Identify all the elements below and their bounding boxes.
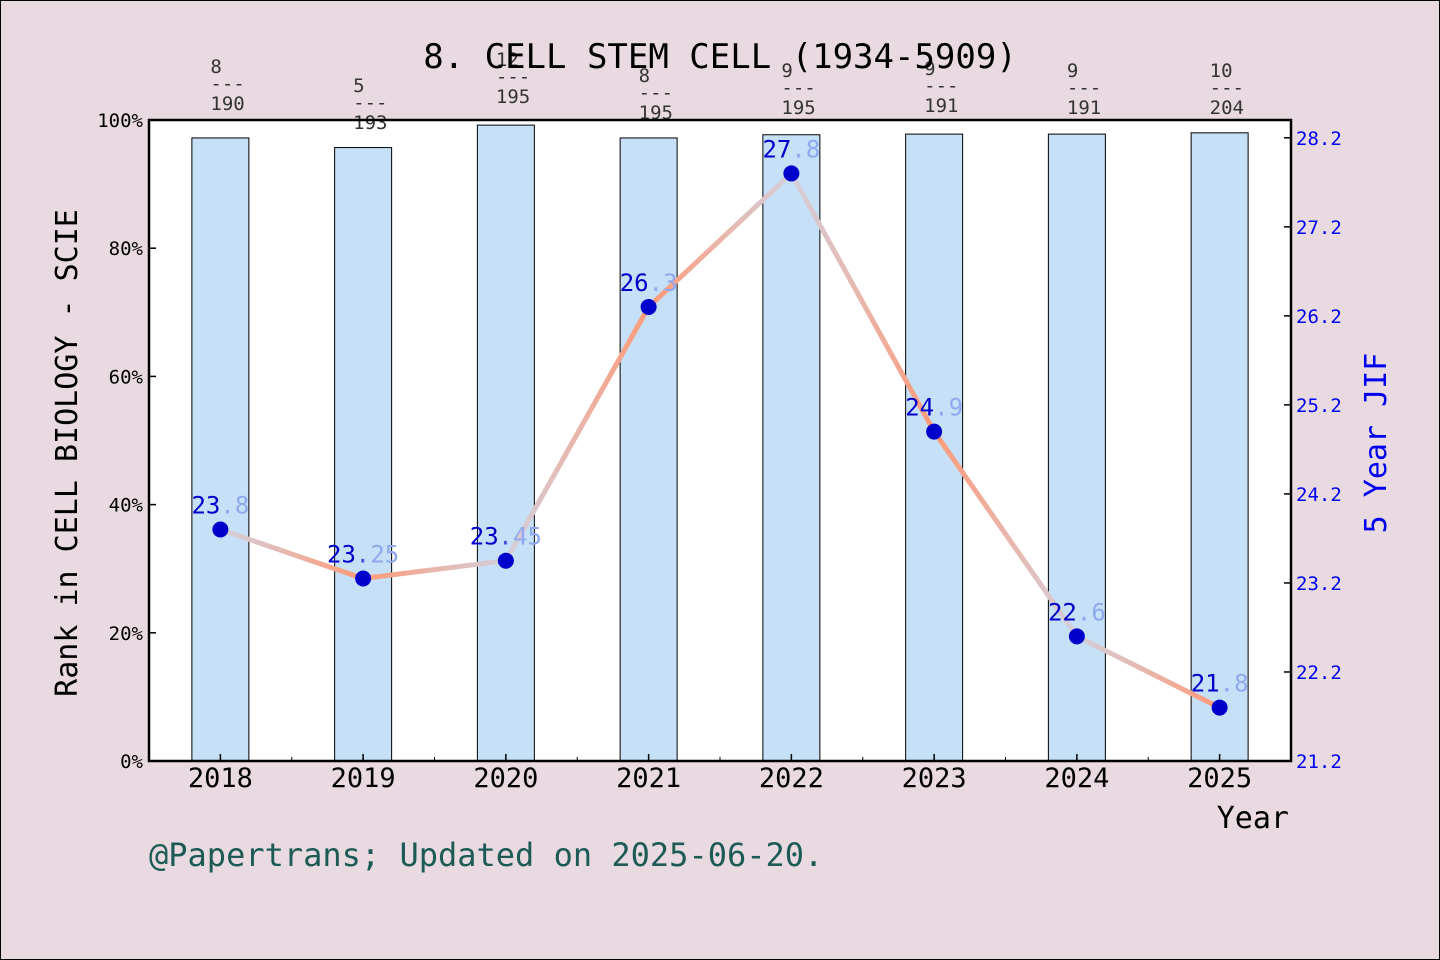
x-axis-label: Year [1217, 801, 1289, 836]
jif-label-2021: 26.3 [620, 269, 678, 297]
jif-label-2020: 23.45 [470, 523, 542, 551]
x-axis-ticks: 2018 2019 2020 2021 2022 2023 2024 2025 [188, 754, 1252, 794]
rank-separator-2021: --- [639, 82, 673, 104]
bar-2023 [905, 133, 964, 762]
rank-separator-2018: --- [210, 73, 244, 95]
jif-segment-2022-2023 [788, 170, 937, 435]
rank-total-2020: 195 [496, 86, 530, 108]
jif-segment-2024-2025 [1074, 633, 1223, 711]
rank-total-2023: 191 [924, 95, 958, 117]
rank-total-2024: 191 [1067, 97, 1101, 119]
jif-segment-2021-2022 [646, 170, 794, 310]
rank-total-2021: 195 [639, 102, 673, 124]
jif-marker-2021 [640, 298, 657, 315]
right-tick-label: 24.2 [1296, 484, 1342, 506]
rank-total-2019: 193 [353, 112, 387, 134]
bar-2019 [334, 147, 393, 762]
jif-label-2022: 27.8 [762, 135, 820, 163]
jif-marker-2022 [783, 165, 800, 182]
jif-label-2025: 21.8 [1191, 670, 1249, 698]
x-tick-label-2018: 2018 [188, 763, 253, 794]
bar-2025 [1190, 132, 1249, 762]
x-tick-label-2021: 2021 [616, 763, 681, 794]
bar-2022 [762, 134, 821, 762]
rank-separator-2025: --- [1210, 77, 1244, 99]
x-tick-label-2024: 2024 [1044, 763, 1109, 794]
left-tick-label: 0% [120, 751, 143, 773]
jif-label-2018: 23.8 [191, 492, 249, 520]
right-tick-label: 23.2 [1296, 573, 1342, 595]
jif-marker-2018 [212, 521, 229, 538]
jif-segment-2023-2024 [931, 429, 1080, 639]
chart-title: 8. CELL STEM CELL (1934-5909) [423, 37, 1017, 77]
rank-separator-2023: --- [924, 75, 958, 97]
rank-number-2025: 10 [1210, 60, 1233, 82]
jif-segment-2019-2020 [360, 558, 509, 581]
left-tick-label: 20% [109, 623, 144, 645]
x-tick-label-2025: 2025 [1187, 763, 1252, 794]
rank-total-2025: 204 [1210, 97, 1244, 119]
rank-separator-2022: --- [781, 77, 815, 99]
rank-number-2019: 5 [353, 75, 364, 97]
jif-segment-2018-2019 [217, 527, 366, 581]
left-axis-label: Rank in CELL BIOLOGY - SCIE [50, 209, 85, 697]
rank-number-2023: 9 [924, 58, 935, 80]
left-tick-label: 40% [109, 495, 144, 517]
right-tick-label: 28.2 [1296, 128, 1342, 150]
left-tick-label: 100% [97, 110, 143, 132]
jif-marker-2023 [926, 423, 943, 440]
jif-label-2019: 23.25 [327, 540, 399, 568]
x-tick-label-2022: 2022 [759, 763, 824, 794]
bar-2018 [191, 137, 250, 762]
right-tick-label: 21.2 [1296, 751, 1342, 773]
jif-markers [212, 165, 1228, 716]
jif-segment-2020-2021 [503, 304, 652, 564]
right-axis-label: 5 Year JIF [1359, 353, 1394, 534]
jif-marker-2020 [497, 552, 514, 569]
jif-point-labels: 23.8 23.25 23.45 26.3 27.8 24.9 22.6 21.8 [191, 135, 1248, 697]
rank-total-2022: 195 [781, 97, 815, 119]
bar-2024 [1047, 133, 1106, 762]
right-tick-label: 27.2 [1296, 217, 1342, 239]
jif-label-2023: 24.9 [905, 394, 963, 422]
right-tick-label: 26.2 [1296, 306, 1342, 328]
x-tick-label-2020: 2020 [473, 763, 538, 794]
rank-number-2024: 9 [1067, 60, 1078, 82]
rank-number-2020: 12 [496, 49, 519, 71]
rank-number-2018: 8 [210, 56, 221, 78]
bar-series [191, 124, 1249, 762]
rank-separator-2020: --- [496, 66, 530, 88]
right-tick-label: 25.2 [1296, 395, 1342, 417]
right-tick-label: 22.2 [1296, 662, 1342, 684]
rank-separator-2024: --- [1067, 77, 1101, 99]
jif-label-2024: 22.6 [1048, 598, 1106, 626]
jif-line-series [217, 170, 1223, 711]
bar-2020 [476, 124, 535, 762]
x-tick-label-2019: 2019 [331, 763, 396, 794]
right-axis-ticks: 21.2 22.2 23.2 24.2 25.2 26.2 27.2 28.2 [1284, 128, 1342, 773]
left-axis-ticks: 0% 20% 40% 60% 80% 100% [97, 110, 156, 773]
rank-number-2021: 8 [639, 65, 650, 87]
left-tick-label: 80% [109, 238, 144, 260]
rank-labels: 8---1905---19312---1958---1959---1959---… [210, 49, 1244, 134]
x-tick-label-2023: 2023 [902, 763, 967, 794]
footer-credit: @Papertrans; Updated on 2025-06-20. [149, 836, 823, 874]
plot-area [149, 120, 1291, 761]
left-tick-label: 60% [109, 366, 144, 388]
bar-2021 [619, 137, 678, 762]
rank-number-2022: 9 [781, 60, 792, 82]
jif-marker-2024 [1068, 628, 1085, 645]
rank-total-2018: 190 [210, 93, 244, 115]
rank-separator-2019: --- [353, 92, 387, 114]
jif-marker-2019 [355, 570, 372, 587]
jif-marker-2025 [1211, 699, 1228, 716]
